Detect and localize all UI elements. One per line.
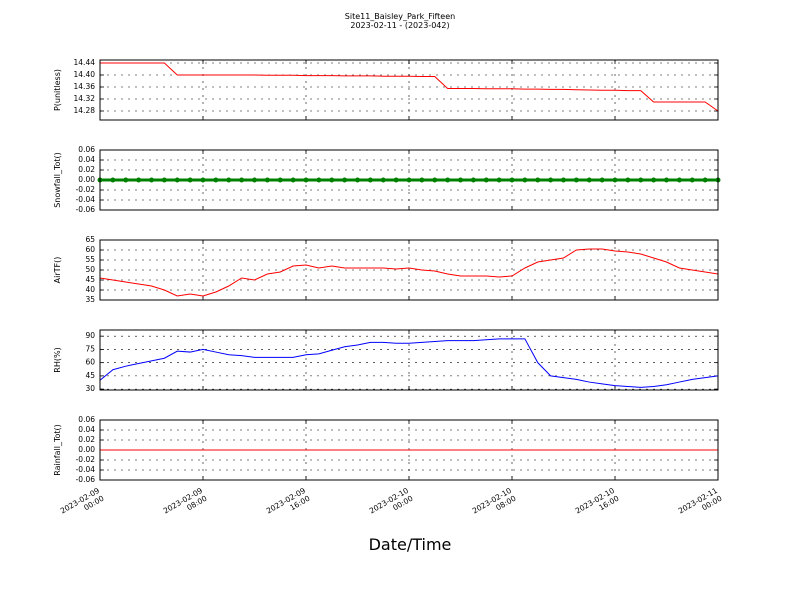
y-axis-label: P(unitless) xyxy=(53,69,62,111)
data-point xyxy=(445,177,451,183)
plot-frame xyxy=(99,59,719,121)
y-tick-label: 14.28 xyxy=(74,106,96,115)
y-tick-label: 0.04 xyxy=(78,425,95,434)
y-tick-label: 30 xyxy=(85,384,95,393)
data-point xyxy=(664,177,669,183)
data-point xyxy=(200,177,206,183)
data-point xyxy=(226,177,232,183)
data-point xyxy=(303,177,309,183)
data-point xyxy=(342,177,348,183)
y-axis-label: Rainfall_Tot() xyxy=(53,424,62,476)
x-axis-label: Date/Time xyxy=(369,535,452,554)
data-point xyxy=(252,177,257,183)
data-point xyxy=(123,177,129,183)
y-tick-label: 0.02 xyxy=(78,435,95,444)
y-tick-label: 0.06 xyxy=(78,415,95,424)
data-point xyxy=(689,177,695,183)
y-tick-label: 55 xyxy=(85,255,95,264)
data-point xyxy=(406,177,412,183)
y-axis-label: Snowfall_Tot() xyxy=(53,152,62,208)
data-point xyxy=(367,177,373,183)
data-point xyxy=(187,177,193,183)
y-tick-label: 60 xyxy=(85,358,95,367)
data-line xyxy=(100,62,719,112)
y-tick-label: 14.36 xyxy=(74,82,96,91)
y-tick-label: 40 xyxy=(85,285,95,294)
data-point xyxy=(355,177,360,183)
data-point xyxy=(277,177,283,183)
y-tick-label: 45 xyxy=(85,371,95,380)
y-tick-label: -0.04 xyxy=(76,465,96,474)
data-point xyxy=(638,177,644,183)
y-tick-label: -0.02 xyxy=(76,185,96,194)
data-point xyxy=(136,177,142,183)
data-point xyxy=(651,177,657,183)
plot-frame xyxy=(99,329,719,391)
data-point xyxy=(419,177,425,183)
data-point xyxy=(625,177,631,183)
y-tick-label: 75 xyxy=(85,344,95,353)
y-tick-label: 45 xyxy=(85,275,95,284)
data-point xyxy=(290,177,296,183)
data-point xyxy=(393,177,399,183)
data-point xyxy=(380,177,386,183)
chart-title: Site11_Baisley_Park_Fifteen xyxy=(345,12,455,21)
y-tick-label: -0.02 xyxy=(76,455,96,464)
data-point xyxy=(509,177,515,183)
y-tick-label: 0.00 xyxy=(78,445,95,454)
y-tick-label: 0.04 xyxy=(78,155,95,164)
y-tick-label: -0.06 xyxy=(76,475,96,484)
data-point xyxy=(239,177,245,183)
y-tick-label: 90 xyxy=(85,331,95,340)
y-axis-label: AirTF() xyxy=(53,257,62,284)
data-point xyxy=(548,177,554,183)
data-point xyxy=(561,177,566,183)
y-tick-label: -0.06 xyxy=(76,205,96,214)
plot-frame xyxy=(99,419,719,481)
data-point xyxy=(458,177,463,183)
data-point xyxy=(522,177,528,183)
chart-subtitle: 2023-02-11 - (2023-042) xyxy=(350,21,449,30)
data-point xyxy=(161,177,167,183)
data-point xyxy=(586,177,592,183)
data-point xyxy=(110,177,116,183)
plot-frame xyxy=(99,149,719,211)
data-point xyxy=(702,177,708,183)
data-point xyxy=(316,177,322,183)
y-tick-label: -0.04 xyxy=(76,195,96,204)
y-tick-label: 65 xyxy=(85,235,95,244)
data-point xyxy=(535,177,541,183)
data-point xyxy=(676,177,682,183)
y-tick-label: 0.00 xyxy=(78,175,95,184)
y-tick-label: 0.02 xyxy=(78,165,95,174)
data-point xyxy=(264,177,270,183)
plot-frame xyxy=(99,239,719,301)
data-point xyxy=(573,177,579,183)
data-point xyxy=(329,177,335,183)
y-tick-label: 0.06 xyxy=(78,145,95,154)
data-point xyxy=(496,177,502,183)
y-tick-label: 60 xyxy=(85,245,95,254)
data-point xyxy=(483,177,489,183)
data-point xyxy=(213,177,219,183)
y-tick-label: 14.40 xyxy=(74,70,96,79)
data-point xyxy=(149,177,154,183)
data-point xyxy=(612,177,618,183)
data-point xyxy=(432,177,438,183)
y-tick-label: 50 xyxy=(85,265,95,274)
y-tick-label: 14.44 xyxy=(74,58,96,67)
y-axis-label: RH(%) xyxy=(53,347,62,372)
data-point xyxy=(174,177,180,183)
y-tick-label: 14.32 xyxy=(74,94,96,103)
data-point xyxy=(599,177,605,183)
y-tick-label: 35 xyxy=(85,295,95,304)
data-line xyxy=(99,248,719,297)
data-line xyxy=(99,338,719,388)
data-point xyxy=(470,177,476,183)
